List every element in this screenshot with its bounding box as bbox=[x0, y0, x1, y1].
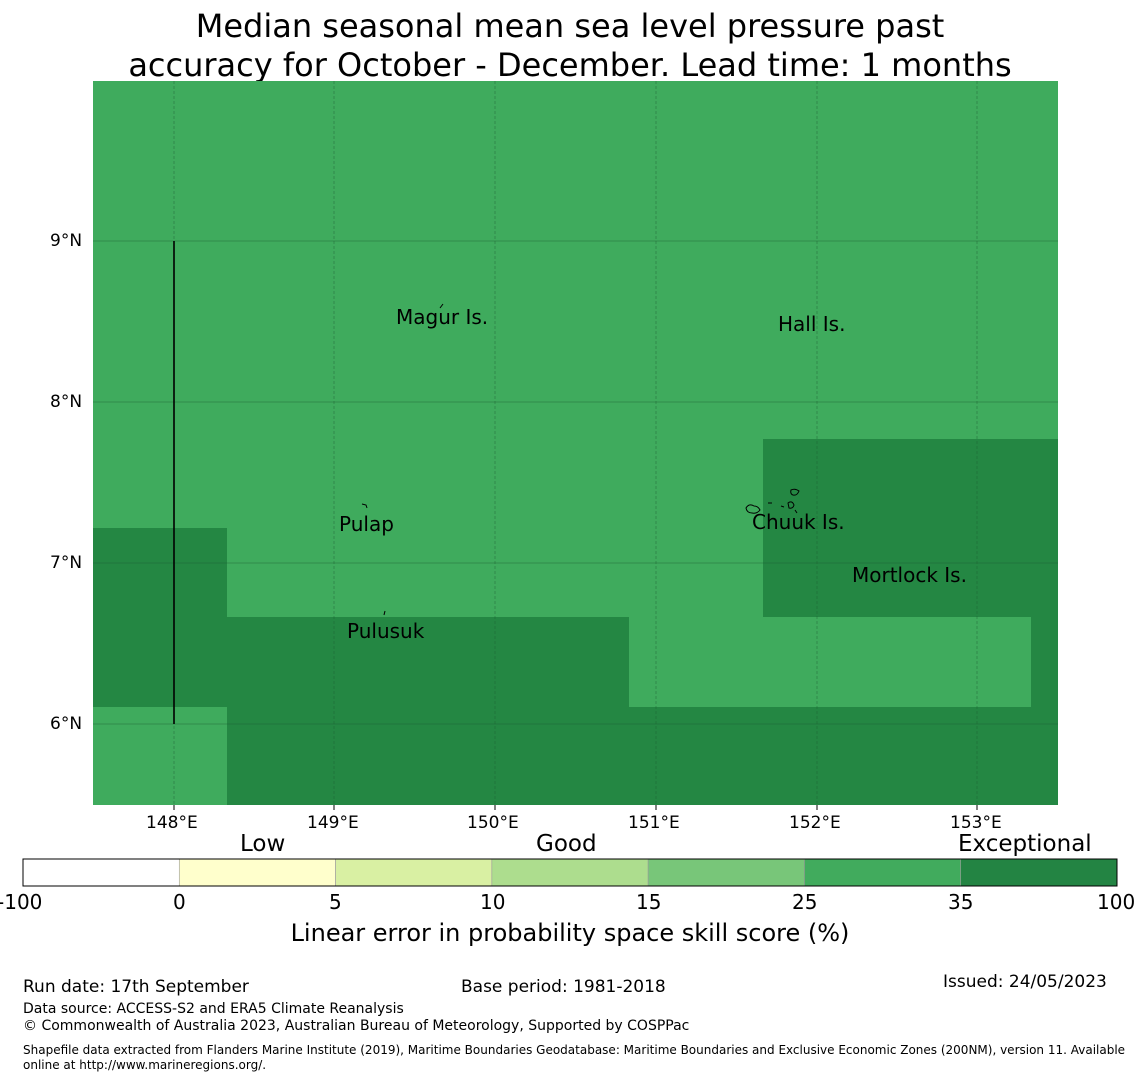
place-label-chuuk: Chuuk Is. bbox=[752, 510, 845, 534]
region-east-edge bbox=[1031, 617, 1058, 707]
colorbar-segments bbox=[22, 858, 1118, 887]
colorbar-segment bbox=[647, 858, 805, 887]
colorbar-segment bbox=[491, 858, 649, 887]
colorbar-tick-5: 5 bbox=[329, 890, 342, 914]
base-period: Base period: 1981-2018 bbox=[461, 977, 666, 997]
lat-label-8n: 8°N bbox=[50, 392, 83, 412]
lon-label-152e: 152°E bbox=[789, 813, 841, 833]
lat-label-7n: 7°N bbox=[50, 553, 83, 573]
run-date: Run date: 17th September bbox=[23, 977, 249, 997]
colorbar-tick-35: 35 bbox=[948, 890, 974, 914]
chart-title: Median seasonal mean sea level pressure … bbox=[0, 7, 1140, 85]
region-south-east bbox=[629, 707, 1058, 805]
place-label-magur: Magur Is. bbox=[396, 305, 489, 329]
colorbar-segment bbox=[335, 858, 493, 887]
exceptional-regions bbox=[93, 439, 1058, 805]
place-label-pulap: Pulap bbox=[339, 512, 394, 536]
colorbar-frame bbox=[22, 858, 1118, 887]
colorbar-segment bbox=[22, 858, 180, 887]
colorbar-label: Linear error in probability space skill … bbox=[290, 919, 850, 947]
colorbar-category-exceptional: Exceptional bbox=[958, 831, 1092, 857]
region-west bbox=[93, 528, 227, 707]
copyright: © Commonwealth of Australia 2023, Austra… bbox=[23, 1018, 690, 1034]
colorbar-tick-0: 0 bbox=[173, 890, 186, 914]
place-label-hall: Hall Is. bbox=[778, 312, 846, 336]
magur-island-shape bbox=[439, 303, 444, 309]
lat-label-6n: 6°N bbox=[50, 714, 83, 734]
chuuk-lagoon-shape bbox=[745, 488, 800, 514]
lon-label-149e: 149°E bbox=[307, 813, 359, 833]
title-line-1: Median seasonal mean sea level pressure … bbox=[195, 7, 945, 45]
shapefile-credit-line-1: Shapefile data extracted from Flanders M… bbox=[23, 1043, 1126, 1057]
issued-date: Issued: 24/05/2023 bbox=[943, 972, 1107, 992]
colorbar-segment bbox=[178, 858, 336, 887]
lon-tick-marks bbox=[173, 805, 978, 810]
region-south-west bbox=[227, 617, 629, 805]
colorbar-segment bbox=[960, 858, 1118, 887]
island-outlines bbox=[361, 303, 800, 616]
colorbar-category-good: Good bbox=[536, 831, 597, 857]
colorbar-tick-minus100: -100 bbox=[0, 890, 43, 914]
colorbar-tick-100: 100 bbox=[1097, 890, 1136, 914]
pulusuk-island-shape bbox=[383, 610, 386, 616]
colorbar-segment bbox=[804, 858, 962, 887]
data-source: Data source: ACCESS-S2 and ERA5 Climate … bbox=[23, 1001, 404, 1017]
title-line-2: accuracy for October - December. Lead ti… bbox=[128, 46, 1012, 84]
colorbar-tick-15: 15 bbox=[636, 890, 662, 914]
lon-label-148e: 148°E bbox=[146, 813, 198, 833]
place-label-pulusuk: Pulusuk bbox=[347, 619, 425, 643]
region-east-upper bbox=[763, 439, 1058, 617]
lon-label-151e: 151°E bbox=[628, 813, 680, 833]
place-label-mortlock: Mortlock Is. bbox=[852, 563, 967, 587]
colorbar-tick-25: 25 bbox=[792, 890, 818, 914]
shapefile-credit-line-2: online at http://www.marineregions.org/. bbox=[23, 1058, 267, 1072]
colorbar-tick-10: 10 bbox=[480, 890, 506, 914]
lon-label-153e: 153°E bbox=[950, 813, 1002, 833]
lat-label-9n: 9°N bbox=[50, 231, 83, 251]
colorbar-category-low: Low bbox=[240, 831, 286, 857]
pulap-island-shape bbox=[361, 503, 368, 509]
lon-label-150e: 150°E bbox=[467, 813, 519, 833]
